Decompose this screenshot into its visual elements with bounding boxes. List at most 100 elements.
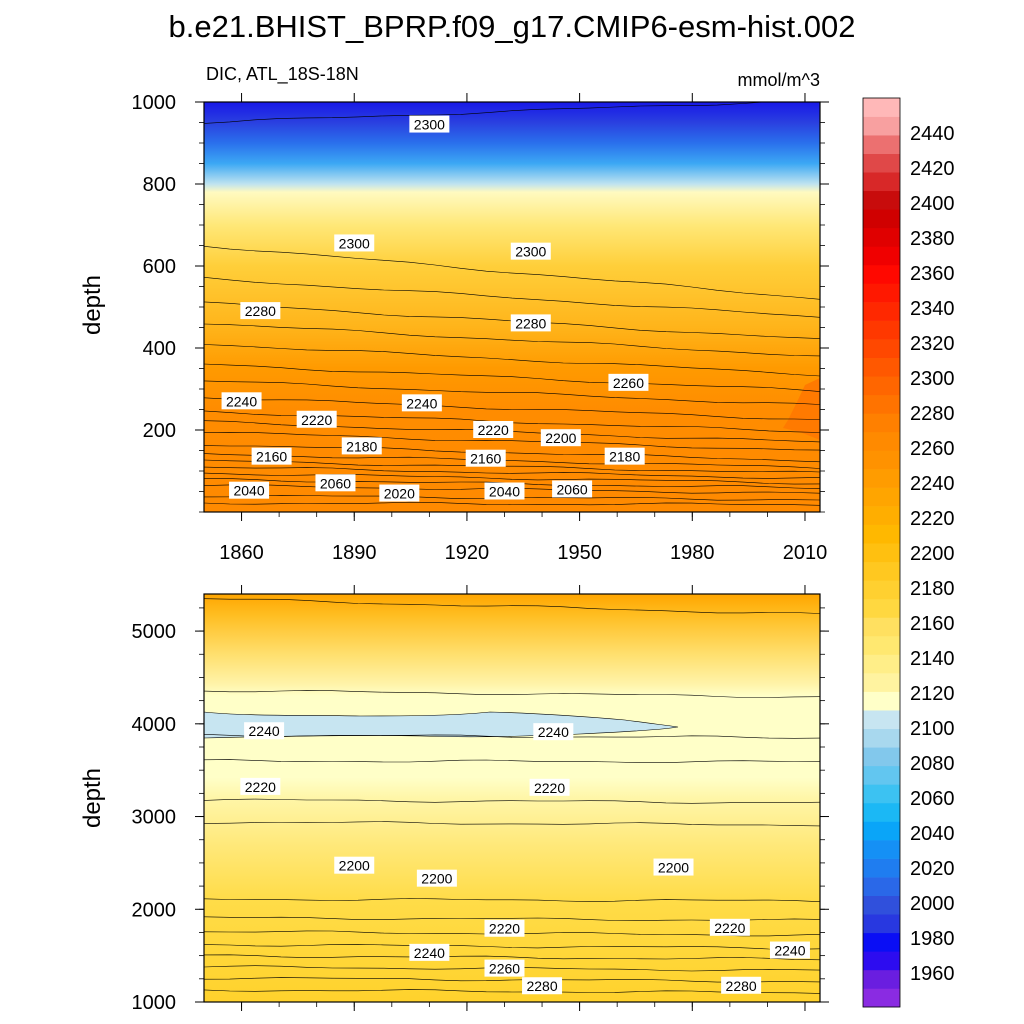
units-label: mmol/m^3 <box>738 70 820 90</box>
lower-isoline-2250 <box>204 690 820 698</box>
svg-text:2040: 2040 <box>489 484 520 500</box>
svg-text:2280: 2280 <box>526 978 557 994</box>
lower-contour-label: 2220 <box>529 778 570 796</box>
svg-text:2240: 2240 <box>538 724 569 740</box>
lower-isoline-2230 <box>204 759 820 764</box>
svg-text:2200: 2200 <box>339 858 370 874</box>
upper-x-tick-label: 1890 <box>332 542 377 564</box>
upper-contour-label: 2240 <box>401 394 442 412</box>
colorbar-swatch <box>863 135 900 154</box>
upper-y-tick-label: 200 <box>143 420 176 442</box>
svg-text:2220: 2220 <box>301 412 332 428</box>
colorbar-tick-label: 2100 <box>910 718 955 740</box>
colorbar-tick-label: 2060 <box>910 788 955 810</box>
upper-isoline-2140 <box>204 459 820 473</box>
svg-text:2280: 2280 <box>515 315 546 331</box>
lower-isoline-2210 <box>204 821 820 827</box>
colorbar-swatch <box>863 450 900 470</box>
lower-isoline-2280 <box>204 989 820 994</box>
colorbar-swatch <box>863 506 900 525</box>
colorbar-swatch <box>863 969 900 989</box>
upper-y-tick-label: 1000 <box>132 92 177 114</box>
colorbar-swatch <box>863 339 900 359</box>
upper-contour-label: 2180 <box>341 437 382 455</box>
upper-contour-label: 2300 <box>510 242 551 260</box>
colorbar-swatch <box>863 784 900 804</box>
upper-contour-label: 2300 <box>334 234 375 252</box>
colorbar-swatch <box>863 302 900 321</box>
colorbar-swatch <box>863 802 900 822</box>
colorbar-swatch <box>863 246 900 266</box>
svg-text:2240: 2240 <box>406 395 437 411</box>
svg-text:2160: 2160 <box>256 449 287 465</box>
svg-text:2300: 2300 <box>339 235 370 251</box>
colorbar-swatch <box>863 951 900 971</box>
svg-text:2220: 2220 <box>489 921 520 937</box>
upper-isoline-2120 <box>204 466 820 479</box>
colorbar-swatch <box>863 487 900 507</box>
upper-contour-label: 2060 <box>315 474 356 492</box>
upper-isoline-2290 <box>204 277 820 318</box>
lower-isoline-2270 <box>204 977 820 983</box>
upper-isoline-2250 <box>204 363 820 392</box>
lower-contour-label: 2220 <box>709 918 750 936</box>
colorbar-tick-label: 2020 <box>910 858 955 880</box>
colorbar-tick-label: 2340 <box>910 298 955 320</box>
colorbar-swatch <box>863 877 900 896</box>
svg-text:2240: 2240 <box>249 723 280 739</box>
svg-text:2300: 2300 <box>414 117 445 133</box>
colorbar-swatch <box>863 895 900 915</box>
lower-y-tick-label: 5000 <box>132 621 177 643</box>
lower-contour-label: 2240 <box>533 723 574 741</box>
upper-contour-label: 2020 <box>379 484 420 502</box>
upper-panel-field <box>204 102 820 512</box>
upper-isoline-2270 <box>204 323 820 357</box>
colorbar-tick-label: 2260 <box>910 438 955 460</box>
colorbar-swatch <box>863 914 900 934</box>
upper-isoline-2240 <box>204 380 820 405</box>
lower-y-axis-label: depth <box>79 768 106 828</box>
lower-contour-label: 2240 <box>244 722 285 740</box>
upper-contour-label: 2220 <box>473 421 514 438</box>
upper-isoline-2180 <box>204 445 820 463</box>
svg-text:2240: 2240 <box>774 943 805 959</box>
upper-isoline-2260 <box>204 344 820 377</box>
colorbar-swatch <box>863 988 900 1008</box>
lower-contour-label: 2200 <box>416 869 457 887</box>
lower-contour-label: 2200 <box>653 858 694 876</box>
upper-contour-label: 2220 <box>296 410 337 428</box>
colorbar-swatch <box>863 469 900 488</box>
upper-y-axis-label: depth <box>79 275 106 335</box>
upper-x-tick-label: 1920 <box>445 542 490 564</box>
svg-text:2200: 2200 <box>658 860 689 876</box>
svg-text:2260: 2260 <box>613 375 644 391</box>
upper-x-tick-label: 1860 <box>219 542 264 564</box>
colorbar-swatch <box>863 728 900 748</box>
svg-text:2280: 2280 <box>726 978 757 994</box>
colorbar-tick-label: 2080 <box>910 753 955 775</box>
upper-isoline-2200 <box>204 431 820 451</box>
svg-text:2240: 2240 <box>414 945 445 961</box>
lower-contour-label: 2220 <box>240 777 281 795</box>
colorbar-swatch <box>863 710 900 730</box>
colorbar-swatch <box>863 654 900 674</box>
colorbar-swatch <box>863 153 900 173</box>
svg-text:2200: 2200 <box>545 430 576 446</box>
svg-text:2220: 2220 <box>714 920 745 936</box>
colorbar-swatch <box>863 320 900 340</box>
colorbar-tick-label: 2160 <box>910 613 955 635</box>
upper-contour-label: 2200 <box>540 429 581 447</box>
colorbar-tick-label: 2360 <box>910 263 955 285</box>
colorbar-swatch <box>863 209 900 229</box>
colorbar-tick-label: 2380 <box>910 228 955 250</box>
lower-contour-label: 2200 <box>334 856 375 874</box>
lower-y-tick-label: 3000 <box>132 807 177 829</box>
colorbar-swatch <box>863 264 900 284</box>
colorbar-swatch <box>863 190 900 210</box>
svg-text:2280: 2280 <box>245 303 276 319</box>
upper-isoline-2300 <box>204 246 820 300</box>
colorbar-tick-label: 2320 <box>910 333 955 355</box>
lower-contour-label: 2280 <box>522 977 563 995</box>
colorbar-swatch <box>863 524 900 544</box>
variable-region-label: DIC, ATL_18S-18N <box>206 64 359 85</box>
